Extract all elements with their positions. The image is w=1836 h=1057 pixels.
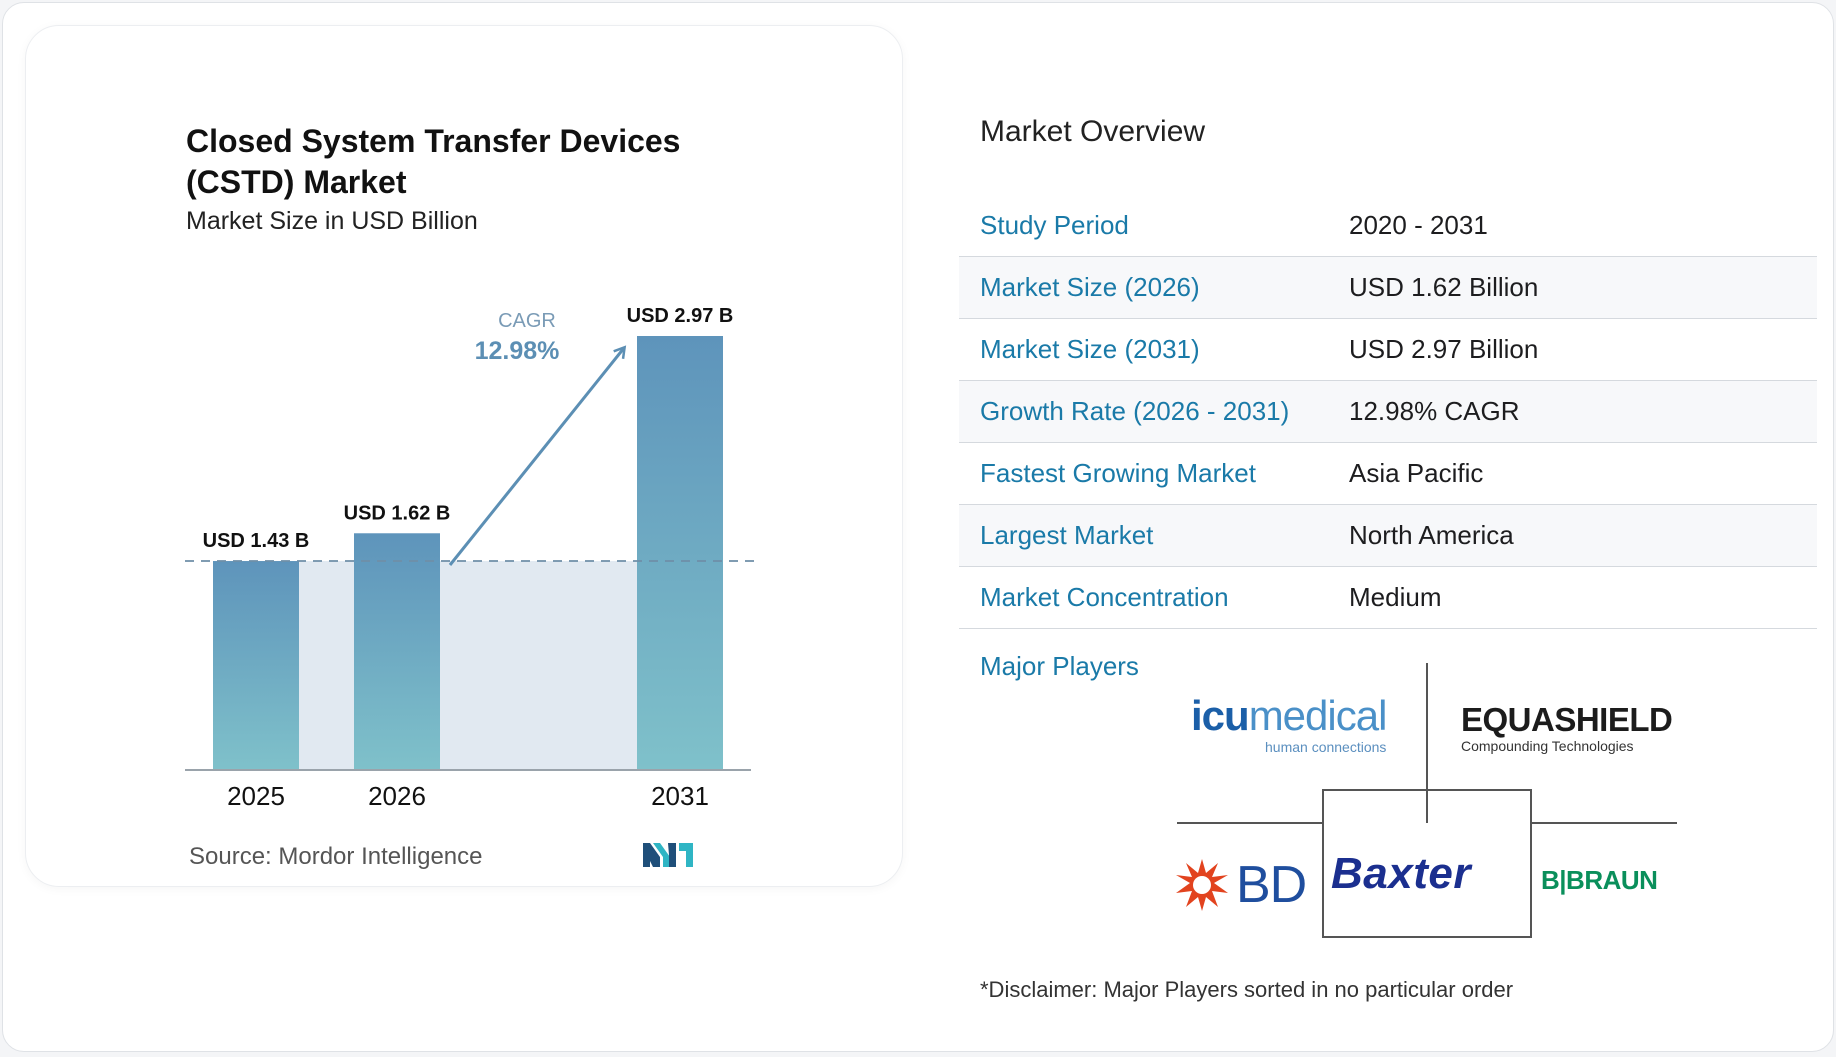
cagr-arrow	[448, 348, 624, 566]
equashield-logo: EQUASHIELD Compounding Technologies	[1461, 701, 1673, 755]
overview-row-label: Growth Rate (2026 - 2031)	[980, 396, 1290, 426]
overview-row: Study Period 2020 - 2031	[959, 195, 1817, 257]
bd-name: BD	[1236, 856, 1307, 914]
overview-row-label: Market Size (2031)	[980, 334, 1200, 364]
overview-row-value: 12.98% CAGR	[1349, 396, 1520, 426]
overview-row-label: Fastest Growing Market	[980, 458, 1256, 488]
icu-logo-bold: icu	[1191, 692, 1250, 739]
overview-row-label: Market Concentration	[980, 582, 1229, 612]
overview-row-label: Market Size (2026)	[980, 272, 1200, 302]
cagr-label: CAGR	[498, 310, 556, 332]
chart-subtitle: Market Size in USD Billion	[186, 207, 478, 235]
overview-row-value: 2020 - 2031	[1349, 210, 1488, 240]
cagr-value: 12.98%	[475, 337, 560, 365]
icu-medical-logo: icumedical human connections	[1191, 692, 1388, 756]
icu-logo-light: medical	[1248, 692, 1388, 739]
overview-row: Market Size (2031) USD 2.97 Billion	[959, 319, 1817, 381]
baxter-logo: Baxter	[1331, 849, 1471, 898]
overview-row: Market Size (2026) USD 1.62 Billion	[959, 257, 1817, 319]
x-tick-2026: 2026	[368, 781, 426, 811]
x-tick-2031: 2031	[651, 781, 709, 811]
bar-2031	[637, 336, 723, 770]
overview-row: Largest Market North America	[959, 505, 1817, 567]
overview-row: Fastest Growing Market Asia Pacific	[959, 443, 1817, 505]
data-label-2026: USD 1.62 B	[344, 502, 451, 524]
overview-table: Study Period 2020 - 2031 Market Size (2026…	[959, 195, 1817, 629]
disclaimer-text: *Disclaimer: Major Players sorted in no …	[980, 977, 1514, 1002]
overview-row-value: Asia Pacific	[1349, 458, 1484, 488]
bar-2026	[354, 533, 440, 770]
chart-title: Closed System Transfer Devices (CSTD) Ma…	[186, 121, 706, 203]
data-label-2031: USD 2.97 B	[627, 305, 734, 327]
source-text: Source: Mordor Intelligence	[189, 843, 483, 870]
x-tick-2025: 2025	[227, 781, 285, 811]
bd-starburst-icon	[1176, 859, 1228, 911]
overview-title: Market Overview	[980, 115, 1206, 148]
overview-row-label: Largest Market	[980, 520, 1154, 550]
bd-logo: BD	[1176, 855, 1307, 915]
bar-2025	[213, 561, 299, 770]
major-players-title: Major Players	[980, 651, 1139, 681]
overview-row-value: USD 2.97 Billion	[1349, 334, 1539, 364]
bbraun-logo: B|BRAUN	[1541, 865, 1658, 895]
equashield-tagline: Compounding Technologies	[1461, 738, 1634, 754]
mordor-logo-icon	[643, 843, 693, 867]
icu-tagline: human connections	[1265, 739, 1387, 755]
overview-row: Growth Rate (2026 - 2031) 12.98% CAGR	[959, 381, 1817, 443]
chart-title-line-1: Closed System Transfer Devices	[186, 123, 681, 159]
equashield-name: EQUASHIELD	[1461, 701, 1673, 738]
overview-row-value: Medium	[1349, 582, 1442, 612]
data-label-2025: USD 1.43 B	[203, 530, 310, 552]
players-grid-lines	[1177, 663, 1677, 938]
chart-title-line-2: (CSTD) Market	[186, 164, 407, 200]
overview-row: Market Concentration Medium	[959, 567, 1817, 629]
bar-chart: USD 1.43 B 2025 USD 1.62 B 2026 USD 2.97 B 20…	[185, 305, 755, 811]
overview-row-value: USD 1.62 Billion	[1349, 272, 1539, 302]
overview-row-value: North America	[1349, 520, 1514, 550]
overview-row-label: Study Period	[980, 210, 1129, 240]
